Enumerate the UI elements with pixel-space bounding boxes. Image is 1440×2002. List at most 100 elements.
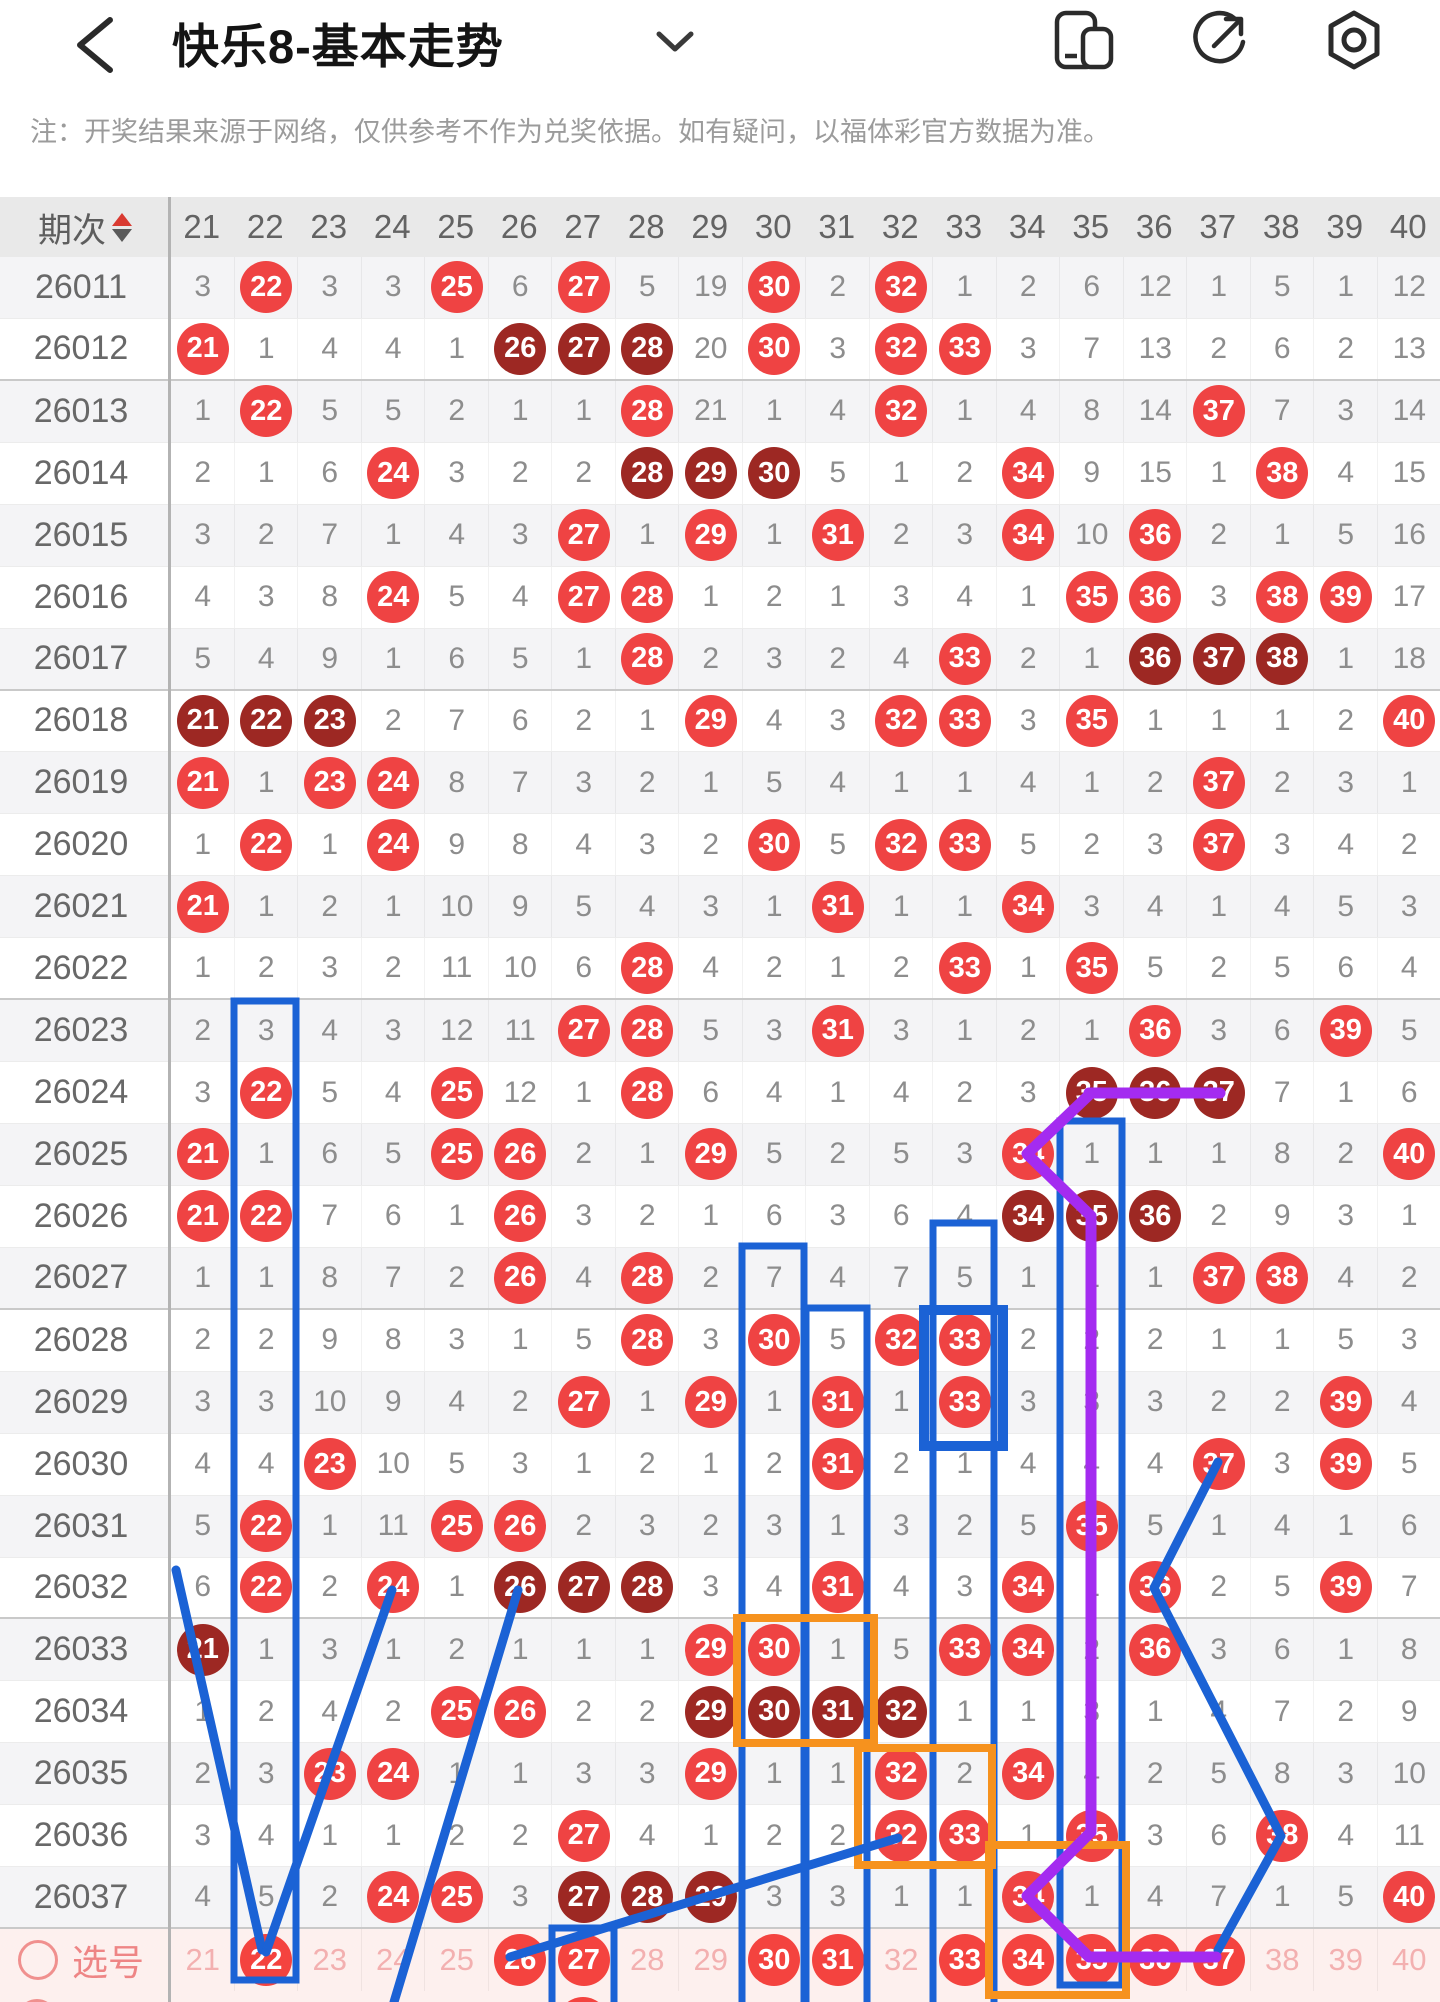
trend-cell: 2 — [1186, 938, 1251, 999]
trend-cell: 29 — [678, 690, 743, 752]
select-number-cell[interactable]: 30 — [741, 1929, 807, 1992]
period-label: 26027 — [33, 1258, 129, 1297]
drawn-number-ball: 26 — [494, 1190, 547, 1243]
select-number-cell[interactable]: 28 — [614, 1929, 680, 1992]
selected-number-ball[interactable]: 31 — [811, 1934, 864, 1987]
select-number-cell[interactable]: 21 — [170, 1929, 235, 1992]
trend-cell: 3 — [741, 1495, 807, 1557]
trend-cell: 1 — [1122, 1247, 1188, 1308]
consecutive-number-ball: 26 — [494, 1561, 547, 1614]
drawn-number-ball: 29 — [684, 1623, 737, 1676]
select-number-cell[interactable]: 34 — [995, 1929, 1061, 1992]
select-number-cell[interactable]: 39 — [1313, 1929, 1378, 1992]
back-icon[interactable] — [70, 14, 118, 76]
trend-cell: 1 — [614, 1371, 680, 1433]
trend-cell: 3 — [487, 1867, 553, 1928]
trend-cell: 24 — [360, 442, 426, 504]
trend-cell: 1 — [1249, 690, 1315, 752]
select-number-cell[interactable]: 22 — [233, 1929, 299, 1992]
consecutive-number-ball: 32 — [875, 1685, 928, 1738]
trend-cell: 2 — [678, 1495, 743, 1557]
trend-cell: 8 — [487, 814, 553, 876]
selected-number-ball[interactable]: 33 — [938, 1934, 991, 1987]
trend-cell: 2 — [995, 628, 1061, 689]
trend-cell: 4 — [297, 1681, 362, 1743]
trend-cell: 3 — [614, 814, 680, 876]
selected-number-ball[interactable]: 27 — [557, 1934, 610, 1987]
table-row: 26024 3 22 5 4 25 12 1 28 6 4 1 4 2 3 35 36 37 7 1 6 — [0, 1062, 1440, 1124]
trend-cell: 5 — [297, 1062, 362, 1123]
trend-cell: 3 — [170, 1805, 235, 1867]
drawn-number-ball: 34 — [1002, 447, 1055, 500]
trend-cell: 4 — [805, 752, 870, 814]
trend-cell: 11 — [424, 938, 489, 999]
select-number-cell[interactable]: 37 — [1186, 1929, 1251, 1992]
selected-number-ball[interactable]: 34 — [1002, 1934, 1055, 1987]
select-number-cell[interactable]: 27 — [551, 1929, 616, 1992]
select-number-cell[interactable]: 35 — [1059, 1929, 1124, 1992]
drawn-number-ball: 33 — [938, 1314, 991, 1367]
drawn-number-ball: 32 — [875, 818, 928, 871]
selected-number-ball[interactable]: 36 — [1129, 1934, 1182, 1987]
selected-number-ball[interactable]: 37 — [1192, 1934, 1245, 1987]
trend-cell: 5 — [614, 257, 680, 318]
select-number-cell[interactable]: 26 — [487, 1929, 553, 1992]
trend-cell: 25 — [424, 257, 489, 318]
table-row: 26033 21 1 3 1 2 1 1 1 29 30 1 5 33 34 2 36 3 6 1 8 — [0, 1619, 1440, 1682]
selected-number-ball[interactable]: 22 — [240, 1934, 293, 1987]
machine-badge-icon[interactable] — [1325, 10, 1383, 72]
drawn-number-ball: 34 — [1002, 880, 1055, 933]
sort-desc-icon — [112, 228, 132, 242]
trend-cell: 11 — [487, 1000, 553, 1062]
trend-cell: 3 — [297, 1619, 362, 1681]
trend-cell: 2 — [932, 1062, 997, 1123]
trend-cell: 9 — [1059, 442, 1124, 504]
select-number-cell[interactable]: 36 — [1122, 1929, 1188, 1992]
drawn-number-ball: 40 — [1383, 694, 1436, 747]
trend-cell: 37 — [1186, 814, 1251, 876]
drawn-number-ball: 29 — [684, 1747, 737, 1800]
trend-cell: 7 — [1249, 380, 1315, 442]
trend-cell: 34 — [995, 1867, 1061, 1928]
selected-number-ball[interactable]: 35 — [1065, 1934, 1118, 1987]
selected-number-ball[interactable]: 30 — [748, 1934, 801, 1987]
trend-cell: 25 — [424, 1867, 489, 1928]
table-row: 26032 6 22 2 24 1 26 27 28 3 4 31 4 3 34 1 36 2 5 39 7 — [0, 1557, 1440, 1620]
drawn-number-ball: 32 — [875, 1747, 928, 1800]
trend-cell: 28 — [614, 1309, 680, 1371]
select-number-cell[interactable]: 40 — [1376, 1929, 1440, 1992]
trend-cell: 22 — [233, 257, 299, 318]
table-row: 26030 4 4 23 10 5 3 1 2 1 2 31 2 1 4 4 4 37 3 39 5 — [0, 1433, 1440, 1496]
select-number-cell[interactable]: 24 — [360, 1929, 426, 1992]
trend-cell: 8 — [1249, 1743, 1315, 1805]
select-number-cell[interactable]: 23 — [297, 1929, 362, 1992]
select-number-cell[interactable]: 33 — [932, 1929, 997, 1992]
share-icon[interactable] — [1190, 10, 1250, 72]
period-label: 26023 — [33, 1011, 129, 1050]
trend-cell: 3 — [1249, 814, 1315, 876]
table-row: 26029 3 3 10 9 4 2 27 1 29 1 31 1 33 3 3 3 2 2 39 4 — [0, 1371, 1440, 1434]
trend-cell: 37 — [1186, 628, 1251, 689]
trend-cell: 4 — [487, 566, 553, 628]
select-number-cell[interactable]: 31 — [805, 1929, 870, 1992]
period-label: 26018 — [33, 701, 129, 740]
drawn-number-ball: 23 — [303, 1438, 356, 1491]
chevron-down-icon[interactable] — [655, 30, 695, 54]
select-number-cell[interactable]: 32 — [868, 1929, 934, 1992]
rotate-screen-icon[interactable] — [1053, 10, 1115, 72]
trend-cell: 7 — [297, 1185, 362, 1247]
trend-cell: 2 — [233, 1681, 299, 1743]
drawn-number-ball: 28 — [621, 632, 674, 685]
trend-cell: 34 — [995, 1743, 1061, 1805]
period-label: 26013 — [33, 391, 129, 430]
select-number-cell[interactable]: 25 — [424, 1929, 489, 1992]
select-number-cell[interactable]: 38 — [1249, 1929, 1315, 1992]
selected-number-ball[interactable]: 26 — [494, 1934, 547, 1987]
drawn-number-ball: 32 — [875, 1809, 928, 1862]
trend-cell: 1 — [360, 1805, 426, 1867]
trend-cell: 1 — [932, 1681, 997, 1743]
period-sort-control[interactable]: 期次 — [0, 197, 170, 257]
select-number-cell[interactable]: 29 — [678, 1929, 743, 1992]
trend-cell: 4 — [1122, 1433, 1188, 1495]
select-all-ring-icon[interactable] — [17, 1940, 58, 1981]
